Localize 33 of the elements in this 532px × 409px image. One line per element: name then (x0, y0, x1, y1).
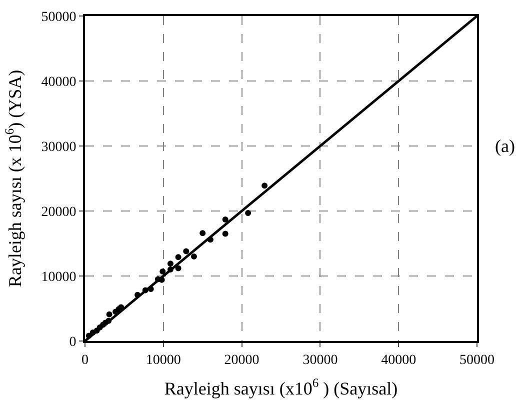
point (142, 287, 148, 294)
y-tick-label: 40000 (41, 74, 76, 90)
point (207, 236, 214, 243)
point (148, 286, 154, 292)
y-tick-label: 30000 (41, 140, 76, 155)
y-tick-label: 20000 (41, 204, 76, 220)
point (106, 311, 112, 318)
text: (a) (495, 136, 515, 156)
y-tick-label: 0 (69, 334, 76, 350)
x-tick-label: 10000 (146, 352, 181, 368)
point (190, 254, 197, 260)
point (167, 266, 174, 272)
x-tick-label: 20000 (224, 352, 260, 368)
point (262, 182, 268, 189)
y-tick-label: 10000 (41, 270, 76, 285)
point (183, 248, 190, 254)
x-tick-label: 50000 (460, 352, 494, 368)
point (222, 230, 228, 237)
point (106, 318, 112, 324)
point (175, 254, 182, 260)
point (160, 268, 166, 274)
point (167, 260, 174, 267)
x-tick-label: 30000 (302, 352, 338, 368)
point (245, 210, 252, 216)
point (200, 230, 206, 236)
point (175, 265, 182, 272)
point (86, 332, 92, 339)
point (222, 216, 228, 222)
x-axis-title: Rayleigh sayısı (x10$^{6}$ ) (Sayısal) (164, 376, 398, 398)
x-tick-label: 40000 (381, 352, 416, 368)
x-tick-label: 0 (82, 352, 88, 368)
y-tick-label: 50000 (41, 10, 76, 25)
point (134, 292, 141, 298)
